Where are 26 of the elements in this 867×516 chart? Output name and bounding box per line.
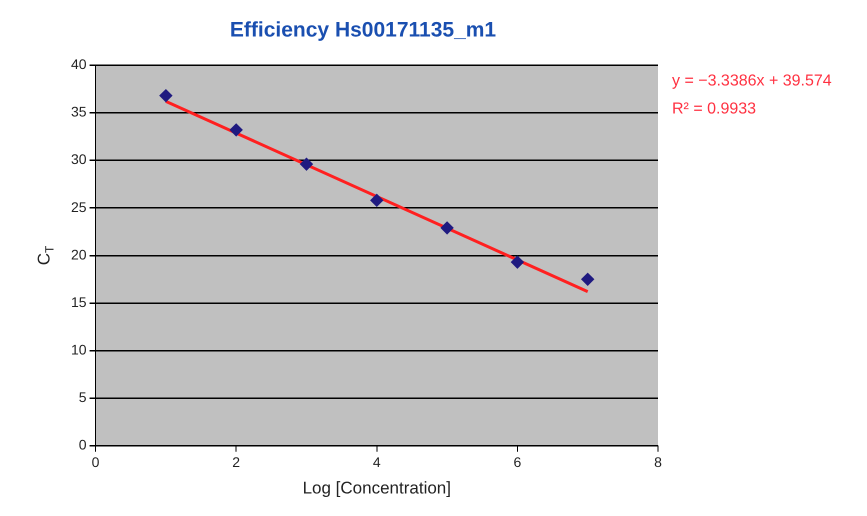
- y-tick-label: 15: [70, 294, 87, 310]
- x-axis-title: Log [Concentration]: [302, 478, 451, 498]
- point: [300, 158, 313, 171]
- x-tick-label: 8: [654, 454, 662, 470]
- y-tick-label: 5: [78, 389, 87, 406]
- point: [230, 123, 243, 136]
- point: [159, 89, 172, 102]
- y-tick-label: 0: [78, 436, 87, 453]
- y-tick-label: 30: [70, 151, 87, 168]
- y-tick-label: 35: [70, 104, 87, 120]
- text: R² = 0.9933: [672, 100, 756, 118]
- x-tick-label: 6: [513, 454, 522, 470]
- y-tick-label: 10: [70, 342, 87, 358]
- x-tick-label: 0: [92, 454, 100, 470]
- chart-title: Efficiency Hs00171135_m1: [230, 18, 496, 42]
- point: [440, 221, 454, 234]
- y-tick-label: 25: [70, 198, 87, 215]
- y-tick-label: 20: [70, 246, 87, 262]
- x-tick-label: 4: [372, 454, 381, 470]
- y-axis-title: CT: [34, 245, 57, 266]
- text: y = −3.3386x + 39.574: [672, 72, 832, 90]
- point: [370, 194, 384, 207]
- point: [581, 272, 594, 286]
- y-tick-label: 40: [70, 56, 87, 72]
- x-tick-label: 2: [232, 454, 240, 470]
- point: [510, 256, 524, 269]
